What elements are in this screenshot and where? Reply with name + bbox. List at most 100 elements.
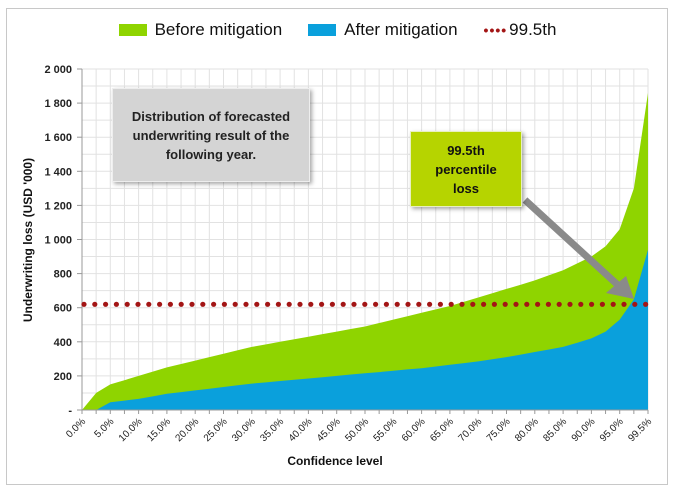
y-tick-label: 1 400: [44, 166, 72, 178]
legend-after: After mitigation: [308, 20, 458, 40]
reference-dot: [567, 301, 573, 307]
reference-dot: [632, 301, 638, 307]
reference-dot: [319, 301, 325, 307]
reference-dot: [556, 301, 562, 307]
reference-dot: [178, 301, 184, 307]
x-tick-label: 0.0%: [64, 416, 88, 440]
reference-dot: [545, 301, 552, 307]
reference-dot: [481, 301, 487, 307]
reference-dot: [81, 301, 87, 307]
reference-dot: [189, 301, 195, 307]
reference-dot: [103, 301, 109, 307]
y-axis-label: Underwriting loss (USD '000): [21, 158, 35, 322]
reference-dot: [416, 301, 422, 307]
reference-dot: [362, 301, 368, 307]
reference-dot: [221, 301, 227, 307]
reference-dot: [308, 301, 314, 307]
legend-swatch-before: [118, 24, 147, 36]
reference-dot: [427, 301, 433, 307]
area-after-mitigation: [82, 249, 648, 410]
reference-dot: [351, 301, 357, 307]
reference-dot: [124, 301, 130, 307]
x-tick-label: 85.0%: [541, 416, 569, 444]
y-tick-label: 2 000: [44, 64, 72, 76]
y-tick-label: 600: [54, 303, 72, 315]
reference-dot: [232, 301, 238, 307]
reference-dot: [329, 301, 335, 307]
reference-dot: [373, 301, 379, 307]
area-before-mitigation: [82, 92, 648, 411]
y-tick-label: 800: [54, 269, 72, 281]
reference-dot: [643, 301, 649, 307]
legend-dots: ••••: [483, 22, 508, 38]
y-tick-label: 400: [54, 337, 72, 349]
x-tick-label: 55.0%: [372, 416, 400, 444]
x-tick-label: 10.0%: [117, 416, 145, 444]
reference-dot: [621, 301, 627, 307]
reference-dot: [157, 301, 163, 307]
reference-dot: [167, 301, 173, 307]
reference-dot: [92, 301, 98, 307]
reference-dot: [146, 301, 152, 307]
x-tick-label: 35.0%: [258, 416, 286, 444]
callout-distribution: Distribution of forecasted underwriting …: [112, 88, 310, 182]
y-tick-label: 1 200: [44, 200, 72, 212]
reference-dot: [383, 301, 389, 307]
reference-dot: [394, 301, 400, 307]
reference-dot: [513, 301, 519, 307]
legend-label-after: After mitigation: [344, 20, 458, 39]
x-tick-label: 95.0%: [598, 416, 626, 444]
reference-dot: [405, 301, 411, 307]
callout-percentile: 99.5th percentile loss: [410, 131, 522, 207]
reference-dot: [275, 301, 281, 307]
y-tick-label: -: [68, 405, 72, 417]
reference-dot: [524, 301, 530, 307]
x-tick-label: 5.0%: [93, 416, 117, 440]
legend-before: Before mitigation: [118, 20, 283, 40]
reference-dot: [599, 301, 606, 307]
legend: Before mitigation After mitigation •••• …: [0, 20, 675, 40]
y-tick-label: 1 000: [44, 235, 72, 247]
x-tick-label: 15.0%: [145, 416, 173, 444]
x-tick-label: 60.0%: [400, 416, 428, 444]
reference-dot: [610, 301, 616, 307]
x-tick-label: 45.0%: [315, 416, 343, 444]
reference-dot: [578, 301, 584, 307]
legend-label-before: Before mitigation: [154, 20, 283, 39]
x-tick-label: 20.0%: [173, 416, 201, 444]
reference-dot: [254, 301, 260, 307]
reference-dot: [286, 301, 292, 307]
arrow-head-icon: [606, 276, 634, 299]
reference-dot: [211, 301, 217, 307]
x-tick-label: 80.0%: [513, 416, 541, 444]
reference-dot: [535, 301, 541, 307]
y-tick-label: 200: [54, 371, 72, 383]
reference-dot: [243, 301, 249, 307]
reference-dot: [200, 301, 206, 307]
callout-distribution-text: Distribution of forecasted underwriting …: [131, 108, 291, 162]
x-tick-label: 75.0%: [485, 416, 513, 444]
callout-percentile-text: 99.5th percentile loss: [435, 142, 497, 196]
reference-dot: [459, 301, 465, 307]
reference-dot: [589, 301, 595, 307]
x-tick-label: 50.0%: [343, 416, 371, 444]
reference-dot: [113, 301, 119, 307]
x-tick-label: 25.0%: [202, 416, 230, 444]
reference-dot: [491, 301, 497, 307]
legend-label-ref: 99.5th: [509, 20, 557, 39]
x-tick-label: 40.0%: [287, 416, 315, 444]
reference-dot: [502, 301, 508, 307]
legend-ref: •••• 99.5th: [484, 20, 557, 40]
y-tick-label: 1 600: [44, 132, 72, 144]
reference-dot: [437, 301, 443, 307]
legend-swatch-after: [308, 24, 337, 36]
y-tick-label: 1 800: [44, 98, 72, 110]
reference-dot: [135, 301, 141, 307]
reference-dot: [340, 301, 346, 307]
arrow-shaft: [522, 197, 623, 290]
x-tick-label: 65.0%: [428, 416, 456, 444]
x-tick-label: 90.0%: [570, 416, 598, 444]
x-tick-label: 70.0%: [456, 416, 484, 444]
x-axis-label: Confidence level: [287, 454, 382, 468]
